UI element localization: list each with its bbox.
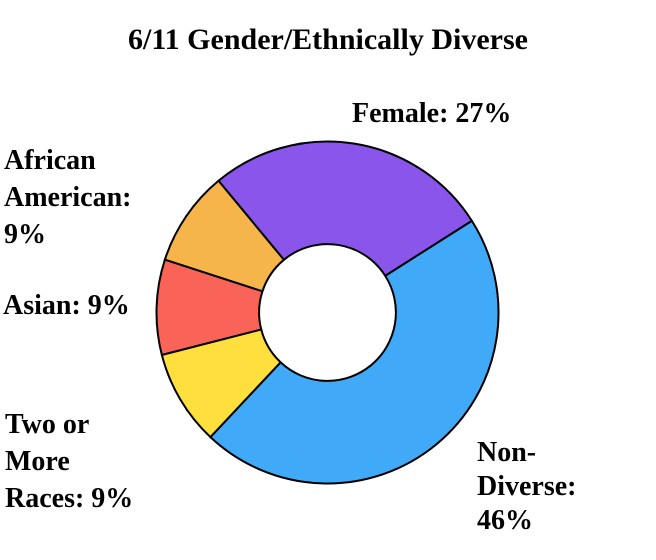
slice-label-female: Female: 27% xyxy=(352,98,512,129)
slice-label-non-diverse: Non- Diverse: 46% xyxy=(477,437,577,536)
pie-slice-non-diverse xyxy=(209,219,500,485)
slice-label-african-american: African American: 9% xyxy=(4,145,132,250)
slice-label-asian: Asian: 9% xyxy=(3,290,130,321)
slice-label-two-or-more-races: Two or More Races: 9% xyxy=(5,409,134,514)
chart-title: 6/11 Gender/Ethnically Diverse xyxy=(128,23,528,56)
pie-slice-female xyxy=(217,140,473,277)
